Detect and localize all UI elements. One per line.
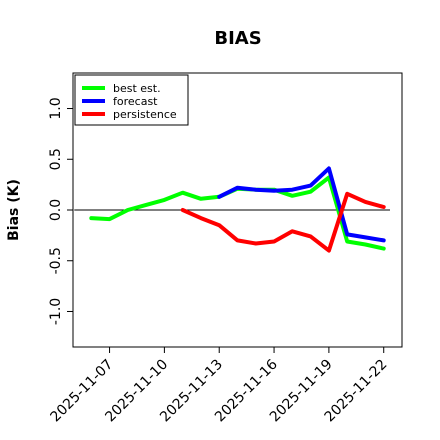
legend-label: forecast <box>113 95 158 108</box>
chart-title: BIAS <box>214 28 261 49</box>
series-line-forecast <box>217 166 386 243</box>
y-tick-label: 1.0 <box>48 97 64 119</box>
legend-label: persistence <box>113 108 177 121</box>
y-axis-label: Bias (K) <box>6 179 22 241</box>
y-tick-label: 0.0 <box>48 199 64 221</box>
legend-label: best est. <box>113 82 161 95</box>
series-line-persistence <box>180 191 386 253</box>
y-tick-label: -0.5 <box>48 247 64 274</box>
y-tick-label: 0.5 <box>48 148 64 170</box>
y-tick-label: -1.0 <box>48 298 64 325</box>
